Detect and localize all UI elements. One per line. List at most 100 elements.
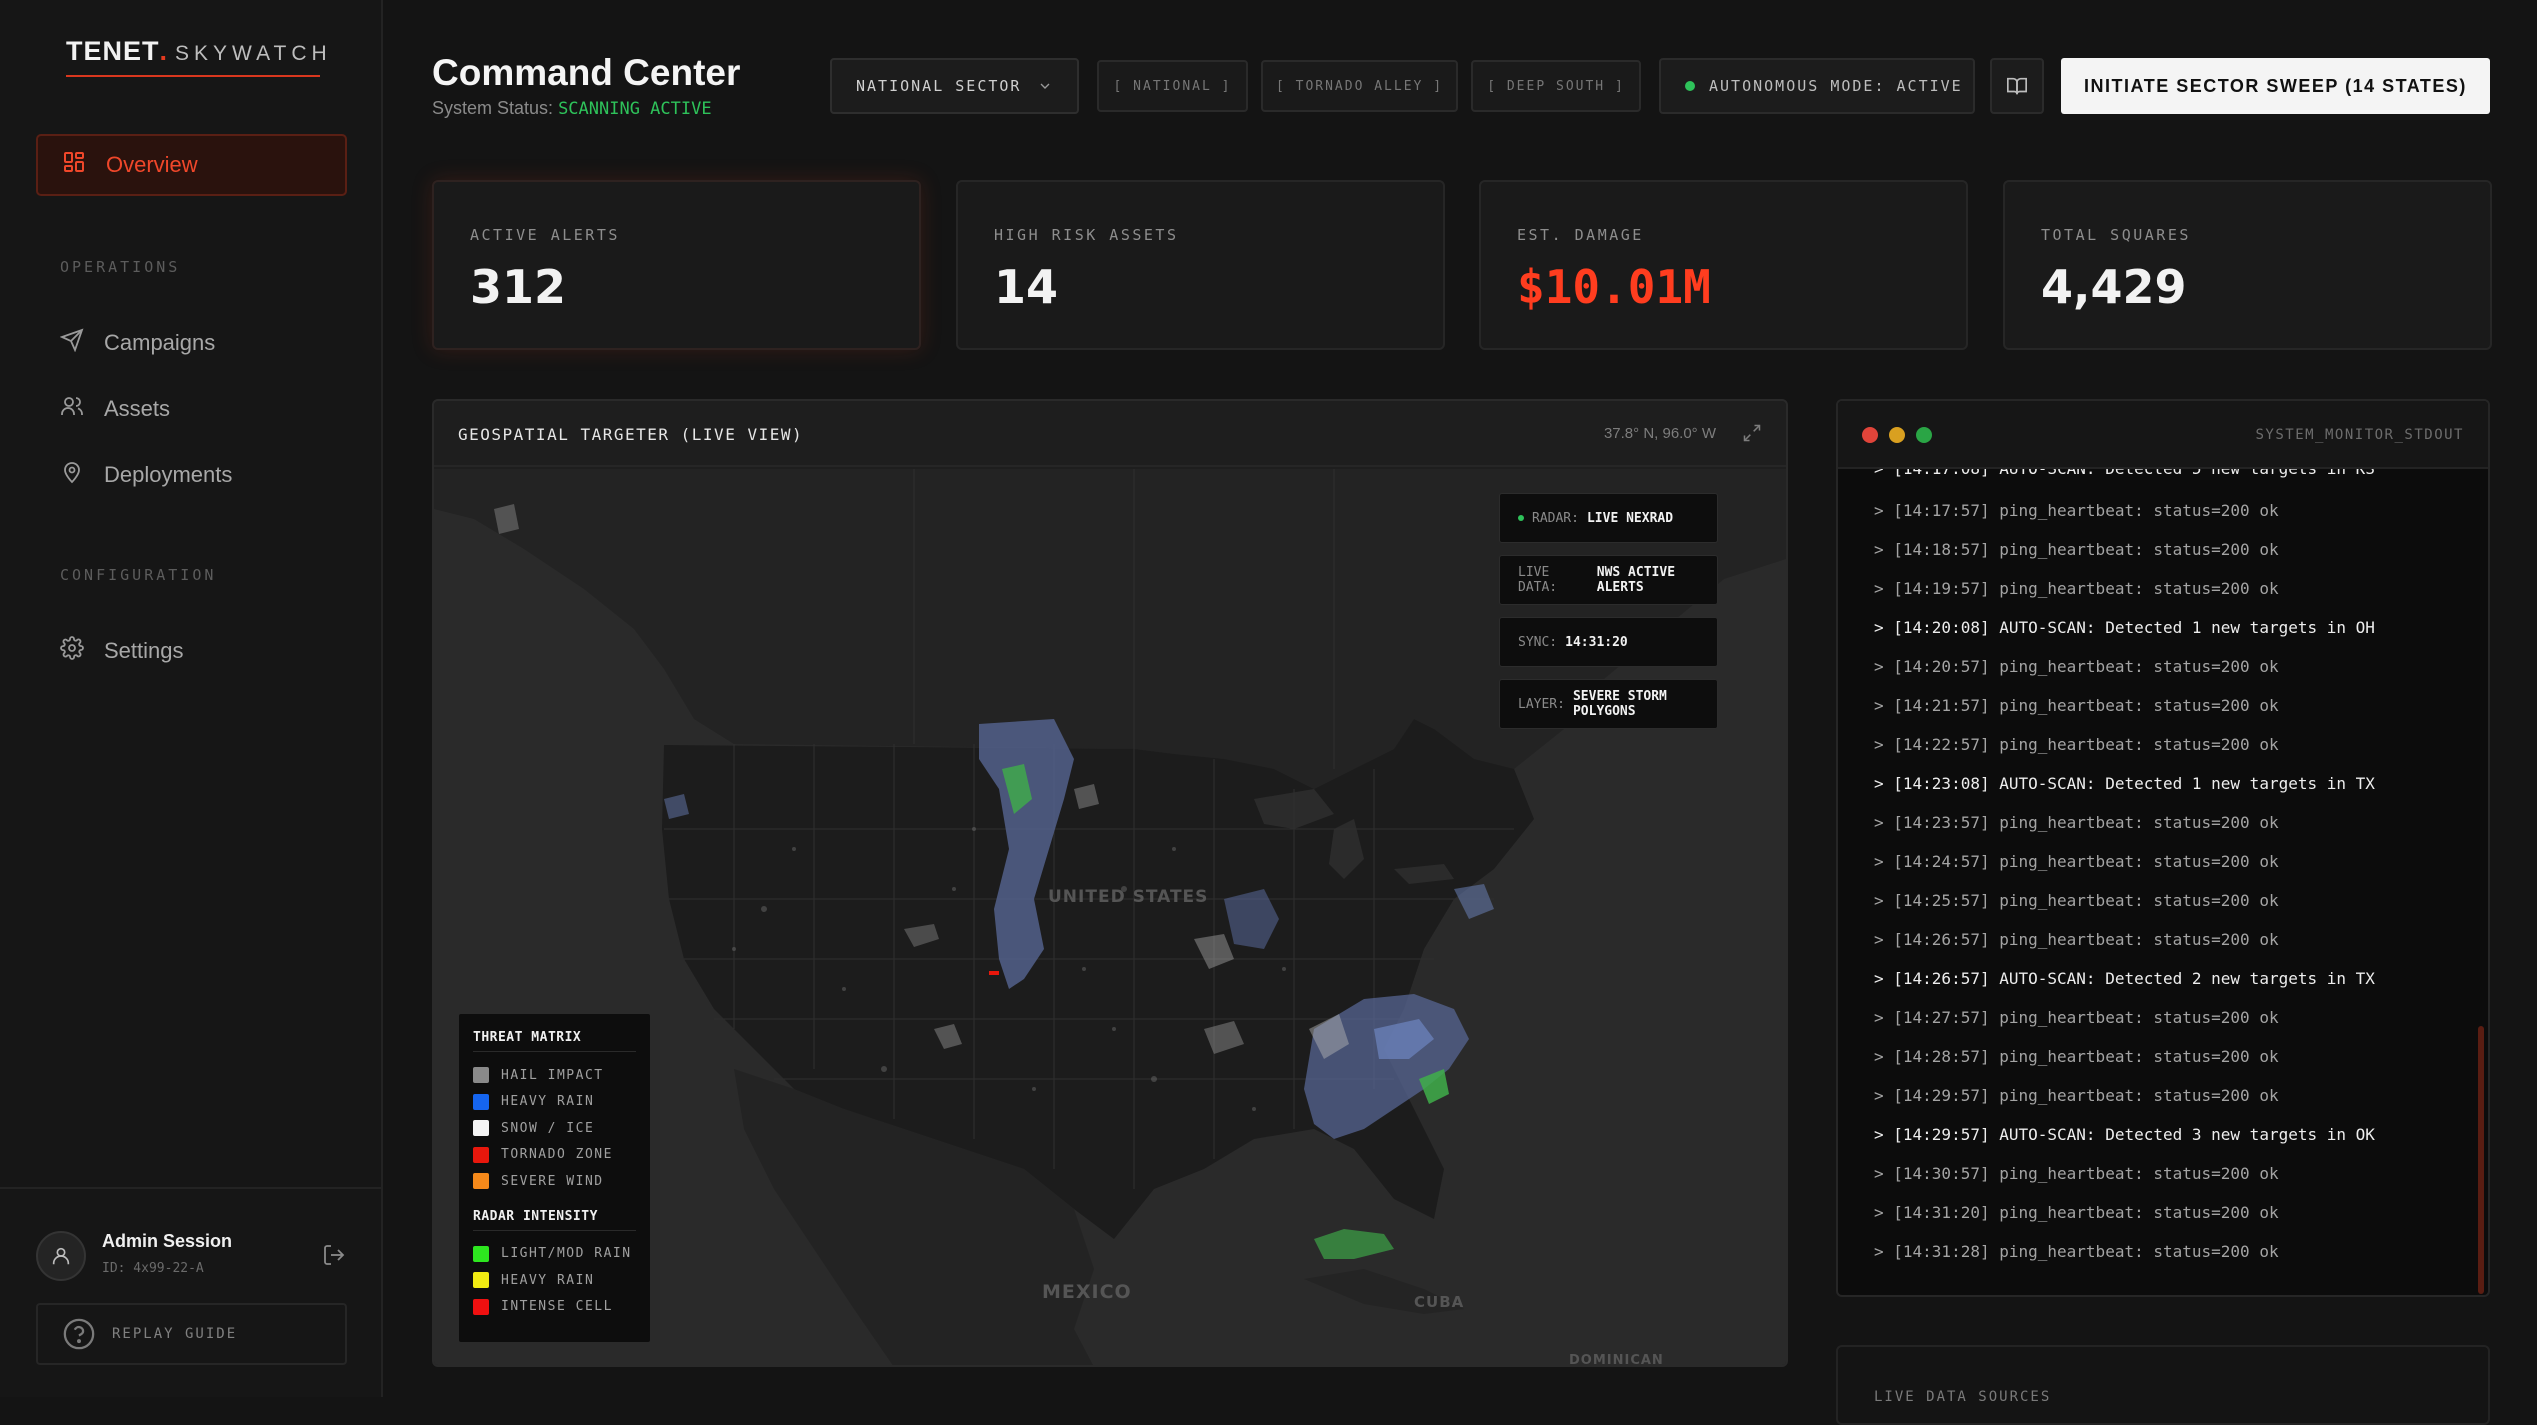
- replay-guide-button[interactable]: REPLAY GUIDE: [36, 1303, 347, 1365]
- legend-label: LIGHT/MOD RAIN: [501, 1246, 632, 1262]
- users-icon: [60, 394, 84, 424]
- legend-item: TORNADO ZONE: [473, 1142, 636, 1169]
- sidebar: TENET . SKYWATCH Overview OPERATIONS Cam…: [0, 0, 383, 1397]
- map-coordinates: 37.8° N, 96.0° W: [1603, 425, 1716, 442]
- avatar[interactable]: [36, 1231, 86, 1281]
- overlay-sync: SYNC: 14:31:20: [1499, 617, 1718, 667]
- legend-item: LIGHT/MOD RAIN: [473, 1241, 636, 1268]
- gear-icon: [60, 636, 84, 666]
- minimize-dot-icon[interactable]: [1889, 427, 1905, 443]
- brand-product: SKYWATCH: [175, 42, 332, 65]
- brand-logo[interactable]: TENET . SKYWATCH: [66, 36, 327, 77]
- brand-dot: .: [159, 36, 168, 66]
- sidebar-item-deployments[interactable]: Deployments: [60, 460, 232, 490]
- legend-swatch: [473, 1146, 489, 1163]
- log-line: > [14:25:57] ping_heartbeat: status=200 …: [1874, 891, 2279, 910]
- log-line: > [14:20:08] AUTO-SCAN: Detected 1 new t…: [1874, 618, 2375, 637]
- terminal-header: SYSTEM_MONITOR_STDOUT: [1838, 401, 2488, 469]
- map-label-dominican: DOMINICAN: [1569, 1353, 1664, 1367]
- close-dot-icon[interactable]: [1862, 427, 1878, 443]
- status-value: SCANNING ACTIVE: [558, 99, 712, 119]
- system-monitor-terminal[interactable]: SYSTEM_MONITOR_STDOUT > [14:17:08] AUTO-…: [1836, 399, 2490, 1297]
- filter-deep-south[interactable]: [ DEEP SOUTH ]: [1471, 60, 1641, 112]
- stat-value: $10.01M: [1517, 260, 1711, 314]
- legend-swatch: [473, 1120, 489, 1137]
- stat-card-high-risk-assets: HIGH RISK ASSETS 14: [956, 180, 1445, 350]
- sidebar-item-label: Settings: [104, 638, 184, 663]
- user-icon: [52, 1247, 70, 1265]
- sidebar-item-overview[interactable]: Overview: [36, 134, 347, 196]
- stat-card-est-damage: EST. DAMAGE $10.01M: [1479, 180, 1968, 350]
- initiate-sweep-button[interactable]: INITIATE SECTOR SWEEP (14 STATES): [2061, 58, 2490, 114]
- radar-cells: [494, 504, 1494, 1259]
- log-line: > [14:30:57] ping_heartbeat: status=200 …: [1874, 1164, 2279, 1183]
- admin-id: ID: 4x99-22-A: [102, 1261, 204, 1276]
- send-icon: [59, 328, 84, 358]
- grid-icon: [62, 150, 86, 180]
- legend-swatch: [473, 1298, 489, 1315]
- legend-swatch: [473, 1272, 489, 1289]
- autonomous-mode-indicator[interactable]: AUTONOMOUS MODE: ACTIVE: [1659, 58, 1975, 114]
- page-title: Command Center: [432, 52, 741, 93]
- nav-section-configuration: CONFIGURATION: [60, 566, 217, 584]
- filter-national[interactable]: [ NATIONAL ]: [1097, 60, 1248, 112]
- stat-card-total-squares: TOTAL SQUARES 4,429: [2003, 180, 2492, 350]
- overlay-radar: RADAR: LIVE NEXRAD: [1499, 493, 1718, 543]
- overlay-live-data: LIVE DATA: NWS ACTIVE ALERTS: [1499, 555, 1718, 605]
- terminal-scrollbar[interactable]: [2478, 1026, 2484, 1294]
- legend-swatch: [473, 1093, 489, 1110]
- log-line: > [14:26:57] ping_heartbeat: status=200 …: [1874, 930, 2279, 949]
- replay-guide-label: REPLAY GUIDE: [112, 1326, 238, 1342]
- stat-value: 4,429: [2041, 260, 2187, 314]
- legend-item: SNOW / ICE: [473, 1115, 636, 1142]
- legend-title-threat: THREAT MATRIX: [473, 1030, 582, 1045]
- nav-section-operations: OPERATIONS: [60, 258, 181, 276]
- sector-select-value: NATIONAL SECTOR: [856, 77, 1022, 95]
- maximize-dot-icon[interactable]: [1916, 427, 1932, 443]
- live-data-sources-panel: LIVE DATA SOURCES: [1836, 1345, 2490, 1425]
- legend-label: TORNADO ZONE: [501, 1147, 613, 1163]
- overlay-value: 14:31:20: [1565, 634, 1628, 650]
- overlay-key: SYNC:: [1518, 634, 1558, 650]
- book-open-icon: [2007, 77, 2027, 95]
- log-line: > [14:20:57] ping_heartbeat: status=200 …: [1874, 657, 2279, 676]
- sidebar-item-label: Overview: [106, 152, 198, 177]
- sidebar-item-campaigns[interactable]: Campaigns: [59, 328, 215, 358]
- log-line: > [14:23:08] AUTO-SCAN: Detected 1 new t…: [1874, 774, 2375, 793]
- filter-tornado-alley[interactable]: [ TORNADO ALLEY ]: [1261, 60, 1458, 112]
- legend-item: INTENSE CELL: [473, 1294, 636, 1321]
- legend-label: INTENSE CELL: [501, 1299, 613, 1315]
- legend-label: HEAVY RAIN: [501, 1094, 595, 1110]
- log-line: > [14:31:20] ping_heartbeat: status=200 …: [1874, 1203, 2279, 1222]
- legend-swatch: [473, 1173, 489, 1190]
- stat-value: 312: [470, 260, 567, 314]
- stat-label: TOTAL SQUARES: [2041, 226, 2191, 244]
- overlay-key: LIVE DATA:: [1518, 565, 1558, 595]
- status-led-icon: [1685, 81, 1695, 91]
- sidebar-item-label: Deployments: [104, 462, 233, 487]
- log-line: > [14:22:57] ping_heartbeat: status=200 …: [1874, 735, 2279, 754]
- terminal-title: SYSTEM_MONITOR_STDOUT: [2255, 427, 2464, 443]
- system-status: System Status: SCANNING ACTIVE: [432, 98, 712, 119]
- sidebar-item-settings[interactable]: Settings: [60, 636, 184, 666]
- sidebar-item-assets[interactable]: Assets: [60, 394, 170, 424]
- log-line: > [14:17:08] AUTO-SCAN: Detected 5 new t…: [1874, 469, 2464, 491]
- map-label-mexico: MEXICO: [1042, 1281, 1132, 1303]
- geospatial-map-panel: GEOSPATIAL TARGETER (LIVE VIEW) 37.8° N,…: [432, 399, 1788, 1367]
- guide-button[interactable]: [1990, 58, 2044, 114]
- stat-label: HIGH RISK ASSETS: [994, 226, 1179, 244]
- log-line: > [14:23:57] ping_heartbeat: status=200 …: [1874, 813, 2279, 832]
- sidebar-item-label: Assets: [104, 396, 171, 421]
- admin-name: Admin Session: [102, 1231, 233, 1251]
- expand-button[interactable]: [1742, 423, 1762, 448]
- live-data-title: LIVE DATA SOURCES: [1874, 1389, 2052, 1405]
- live-dot-icon: [1518, 515, 1524, 521]
- overlay-key: RADAR:: [1532, 510, 1579, 526]
- log-line: > [14:18:57] ping_heartbeat: status=200 …: [1874, 540, 2279, 559]
- log-line: > [14:24:57] ping_heartbeat: status=200 …: [1874, 852, 2279, 871]
- sector-select[interactable]: NATIONAL SECTOR: [830, 58, 1079, 114]
- legend-item: HEAVY RAIN: [473, 1089, 636, 1116]
- brand-name: TENET: [66, 36, 160, 66]
- logout-button[interactable]: [322, 1243, 346, 1272]
- map-title: GEOSPATIAL TARGETER (LIVE VIEW): [458, 425, 804, 444]
